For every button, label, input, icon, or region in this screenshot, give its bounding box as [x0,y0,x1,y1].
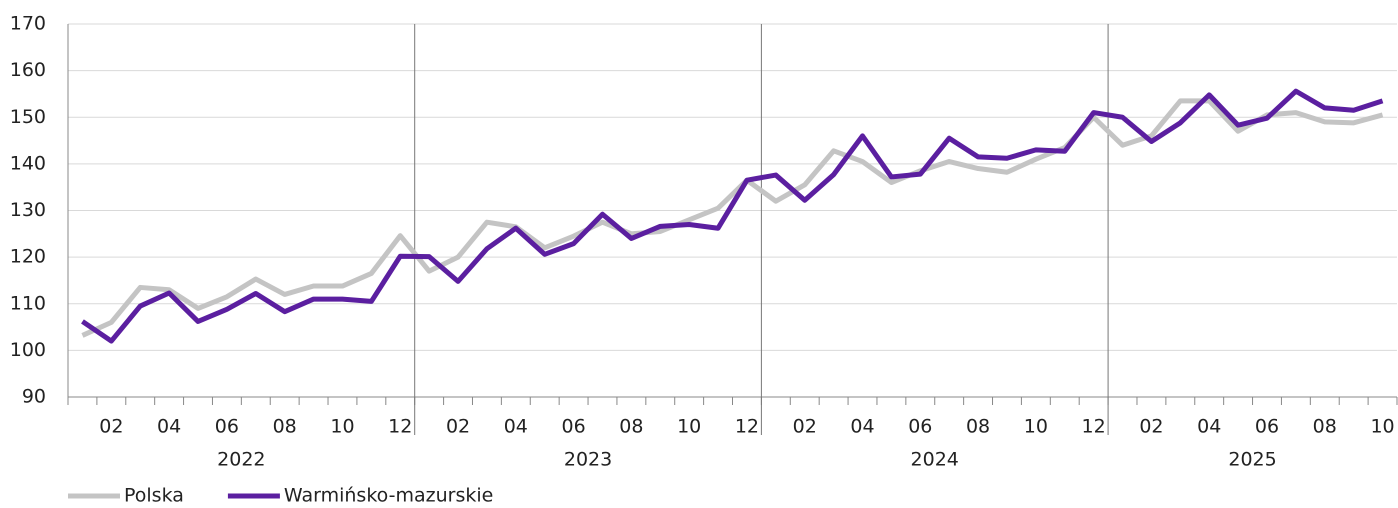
y-tick-label: 150 [10,106,46,128]
x-tick-label: 10 [677,416,701,438]
x-tick-label: 08 [273,416,297,438]
y-tick-label: 130 [10,199,46,221]
year-label: 2024 [911,449,959,471]
x-tick-label: 02 [793,416,817,438]
legend-label: Polska [124,485,184,507]
y-tick-label: 120 [10,246,46,268]
y-tick-label: 160 [10,59,46,81]
year-label: 2023 [564,449,612,471]
x-tick-label: 10 [1024,416,1048,438]
year-label: 2022 [217,449,265,471]
series-line [81,98,1384,338]
x-tick-label: 06 [215,416,239,438]
x-tick-label: 04 [504,416,528,438]
y-tick-label: 170 [10,13,46,35]
x-tick-label: 10 [1370,416,1394,438]
x-tick-label: 08 [619,416,643,438]
x-tick-label: 08 [966,416,990,438]
series-line [81,88,1384,344]
x-tick-label: 12 [735,416,759,438]
x-tick-label: 02 [1139,416,1163,438]
y-tick-label: 110 [10,292,46,314]
y-tick-label: 140 [10,152,46,174]
legend-label: Warmińsko-mazurskie [284,485,493,507]
x-tick-label: 06 [1255,416,1279,438]
x-tick-label: 08 [1313,416,1337,438]
x-tick-label: 12 [1082,416,1106,438]
y-tick-label: 90 [22,386,46,408]
x-tick-label: 06 [562,416,586,438]
x-tick-label: 02 [99,416,123,438]
x-tick-label: 04 [1197,416,1221,438]
x-tick-label: 06 [908,416,932,438]
y-tick-label: 100 [10,339,46,361]
x-tick-label: 04 [157,416,181,438]
x-tick-label: 10 [330,416,354,438]
x-tick-label: 04 [850,416,874,438]
x-tick-label: 02 [446,416,470,438]
year-label: 2025 [1228,449,1276,471]
x-tick-label: 12 [388,416,412,438]
